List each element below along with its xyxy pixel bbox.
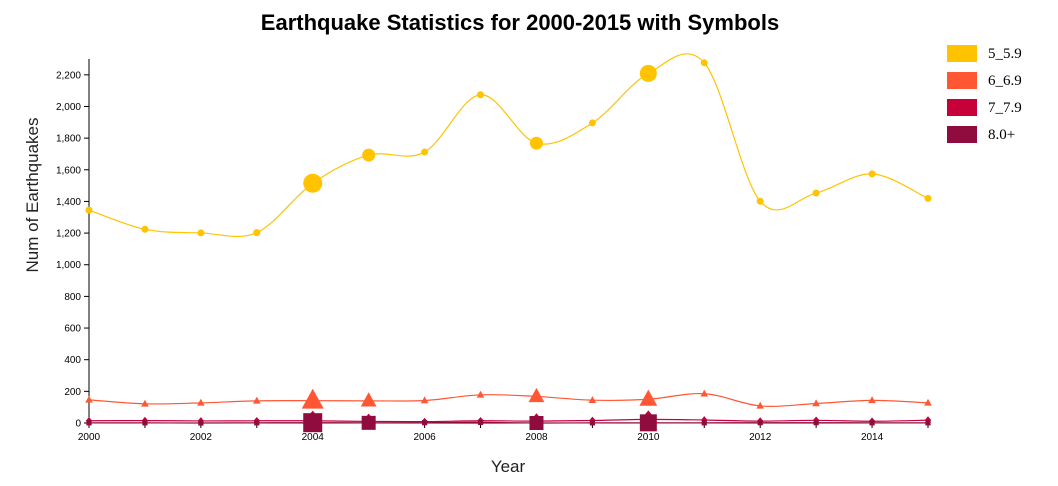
data-point [924,194,932,202]
data-point [253,396,261,404]
series-line [88,421,929,424]
series-2 [85,410,932,431]
x-tick-label: 2004 [302,432,325,443]
data-point [141,225,149,233]
x-tick-label: 2008 [525,432,548,443]
data-point [476,390,485,398]
data-point [700,389,709,397]
legend-swatch [947,45,977,62]
y-tick-label: 1,800 [56,134,81,145]
legend-swatch [947,126,977,143]
data-point [361,415,376,430]
data-point [756,401,764,409]
data-point [254,420,260,426]
data-point [477,419,484,425]
data-point [812,399,820,407]
series-layer [85,53,932,433]
data-point [700,59,708,67]
data-point [925,420,931,426]
x-tick-label: 2000 [78,432,101,443]
legend-label: 5_5.9 [988,46,1022,62]
data-point [422,420,428,426]
data-point [701,416,708,424]
y-tick-label: 1,400 [56,197,81,208]
legend-label: 6_6.9 [988,73,1022,89]
series-1 [85,387,932,409]
data-point [924,398,932,406]
series-line [88,53,929,238]
y-axis-title: Num of Earthquakes [23,118,42,273]
legend-swatch [947,72,977,89]
y-tick-label: 2,000 [56,102,81,113]
series-line [88,418,929,423]
data-point [529,416,544,430]
data-point [301,388,324,409]
x-tick-label: 2014 [861,432,884,443]
data-point [198,420,204,426]
series-3 [86,413,931,433]
data-point [868,170,876,178]
data-point [362,148,376,162]
data-point [812,189,820,197]
data-point [303,413,323,433]
data-point [528,387,545,403]
data-point [639,414,657,432]
data-point [813,420,819,426]
series-0 [85,53,932,238]
data-point [85,395,93,403]
data-point [529,136,543,150]
data-point [477,91,485,99]
x-tick-label: 2010 [637,432,660,443]
data-point [588,119,596,127]
data-point [86,420,92,426]
data-point [360,392,377,407]
data-point [869,420,875,426]
data-point [639,389,658,406]
data-point [85,206,93,214]
data-point [588,396,597,403]
data-point [589,420,595,426]
data-point [303,173,323,193]
y-tick-label: 400 [64,355,81,366]
y-tick-label: 1,000 [56,260,81,271]
legend-swatch [947,99,977,116]
legend-label: 7_7.9 [988,100,1022,116]
x-tick-label: 2002 [190,432,213,443]
x-axis-title: Year [491,457,526,476]
y-axis: 0 200 400 600 800 1,000 1,200 1,400 1,600 1,800 2,… [56,59,90,430]
data-point [421,148,429,156]
y-tick-label: 1,200 [56,229,81,240]
series-line [88,392,929,407]
y-tick-label: 600 [64,324,81,335]
data-point [756,197,764,205]
data-point [701,420,707,426]
data-point [639,64,657,82]
data-point [868,396,876,404]
y-tick-label: 800 [64,292,81,303]
data-point [253,229,261,237]
x-axis: 2000 2002 2004 2006 2008 2010 2012 2014 [78,422,929,443]
y-tick-label: 200 [64,387,81,398]
legend-label: 8.0+ [988,127,1015,143]
chart-title: Earthquake Statistics for 2000-2015 with… [260,10,780,35]
data-point [420,396,429,404]
y-tick-label: 1,600 [56,165,81,176]
x-tick-label: 2012 [749,432,772,443]
data-point [141,399,149,407]
y-tick-label: 2,200 [56,70,81,81]
data-point [197,229,205,237]
y-tick-label: 0 [75,419,81,430]
x-tick-label: 2006 [413,432,436,443]
data-point [197,398,205,406]
data-point [142,420,148,426]
legend: 5_5.9 6_6.9 7_7.9 8.0+ [947,45,1022,143]
data-point [757,420,763,426]
